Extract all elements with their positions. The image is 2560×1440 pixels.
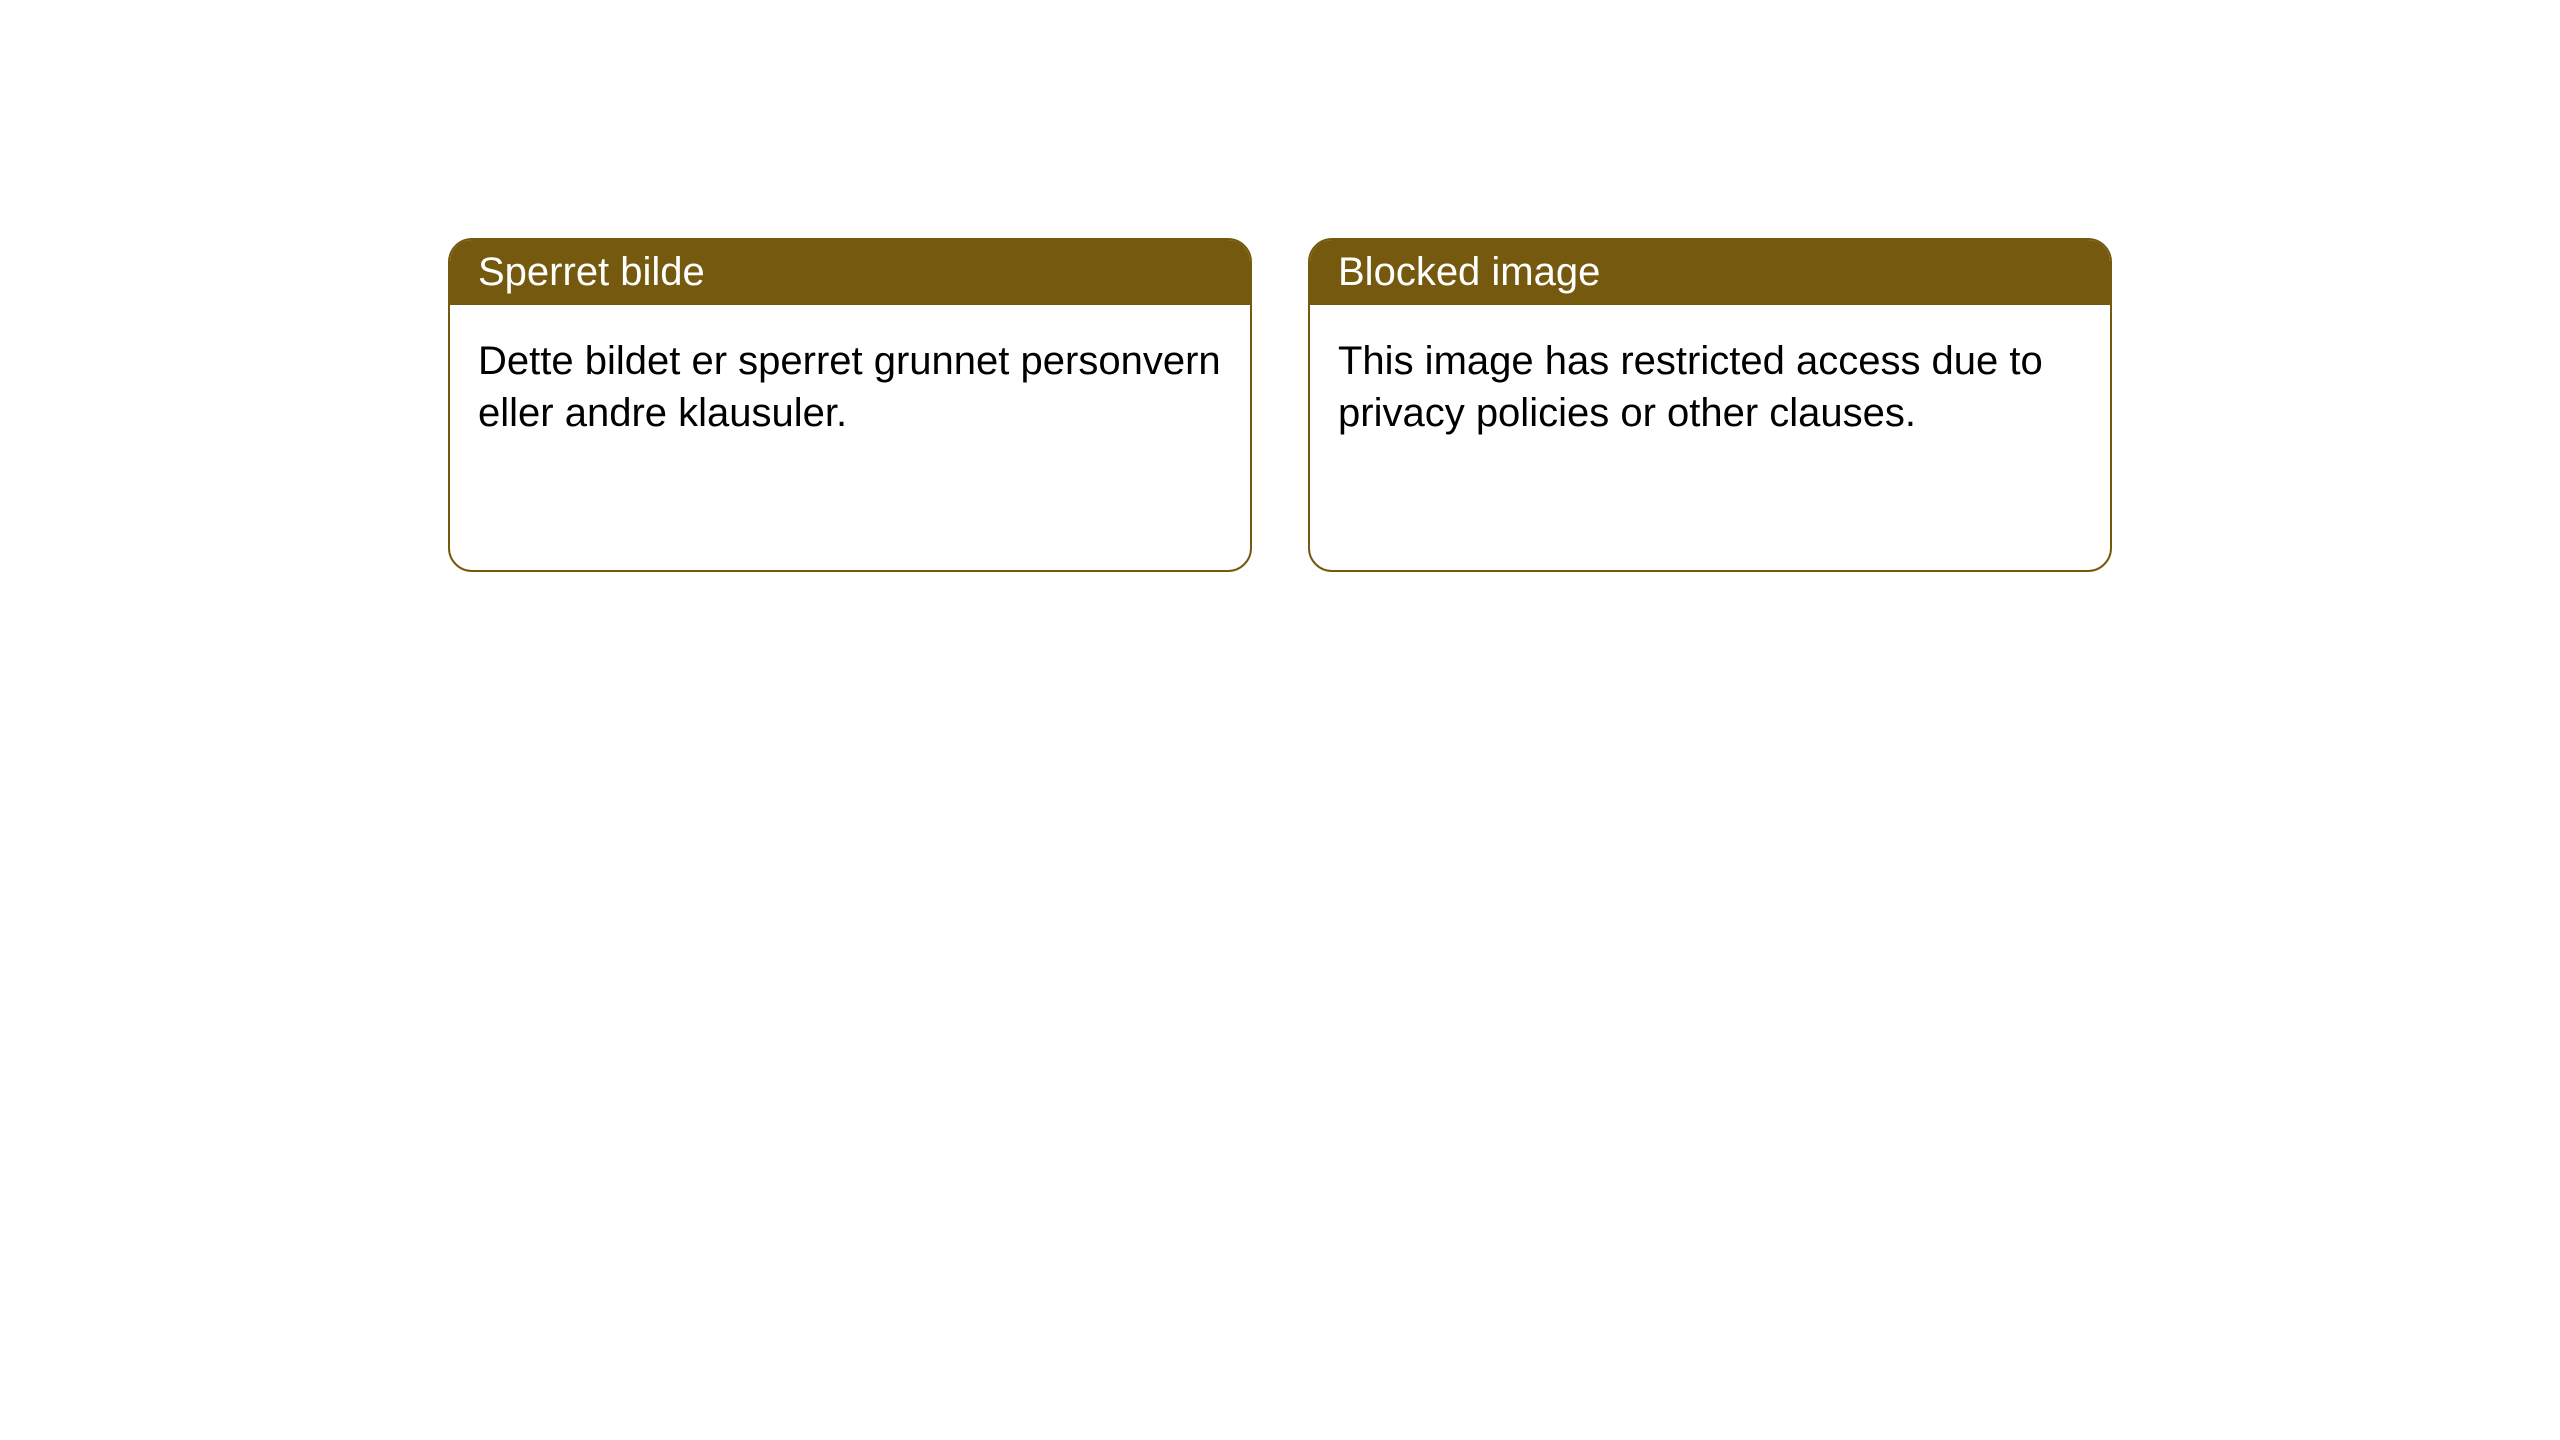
card-english: Blocked image This image has restricted … — [1308, 238, 2112, 572]
card-body-norwegian: Dette bildet er sperret grunnet personve… — [450, 305, 1250, 469]
card-norwegian: Sperret bilde Dette bildet er sperret gr… — [448, 238, 1252, 572]
card-body-english: This image has restricted access due to … — [1310, 305, 2110, 469]
card-header-norwegian: Sperret bilde — [450, 240, 1250, 305]
card-title-english: Blocked image — [1338, 250, 1600, 294]
card-header-english: Blocked image — [1310, 240, 2110, 305]
card-title-norwegian: Sperret bilde — [478, 250, 705, 294]
card-body-text-english: This image has restricted access due to … — [1338, 339, 2043, 435]
cards-container: Sperret bilde Dette bildet er sperret gr… — [0, 0, 2560, 572]
card-body-text-norwegian: Dette bildet er sperret grunnet personve… — [478, 339, 1221, 435]
